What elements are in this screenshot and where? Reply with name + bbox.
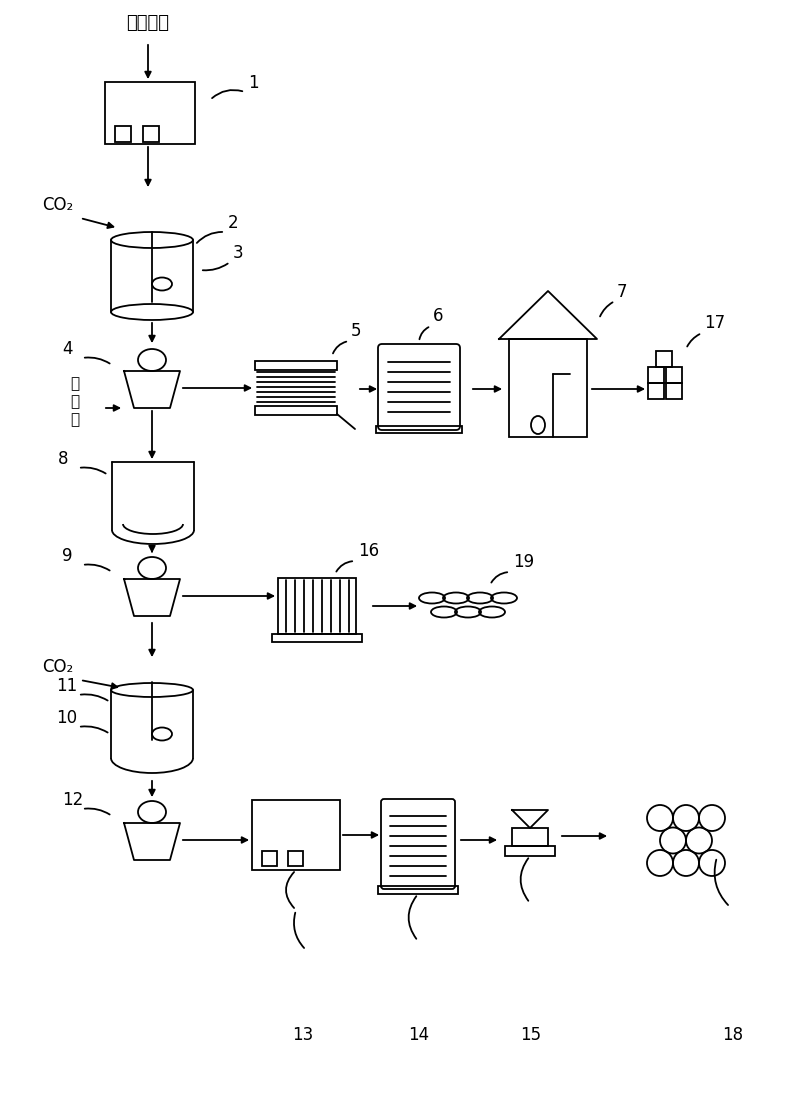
Bar <box>512 828 548 846</box>
Text: 1: 1 <box>248 74 258 92</box>
Text: 15: 15 <box>520 1026 541 1044</box>
Bar <box>666 383 682 399</box>
Bar <box>648 367 664 383</box>
Bar <box>115 126 131 142</box>
Text: 氯: 氯 <box>70 376 79 391</box>
Bar <box>376 426 462 433</box>
Text: 14: 14 <box>408 1026 429 1044</box>
Bar <box>378 886 458 894</box>
Bar <box>255 361 337 371</box>
Bar <box>648 383 664 399</box>
Text: 11: 11 <box>56 677 78 695</box>
Text: 8: 8 <box>58 450 69 468</box>
Text: 10: 10 <box>56 709 77 727</box>
Bar <box>505 846 555 856</box>
Text: CO₂: CO₂ <box>42 196 74 214</box>
Bar <box>288 851 303 866</box>
Bar <box>105 82 195 144</box>
Text: 16: 16 <box>358 542 379 560</box>
Text: 3: 3 <box>233 244 244 262</box>
Text: 7: 7 <box>617 283 627 301</box>
Text: 2: 2 <box>228 214 238 232</box>
Bar <box>262 851 277 866</box>
Text: 12: 12 <box>62 791 83 809</box>
Text: 5: 5 <box>351 322 362 340</box>
Text: CO₂: CO₂ <box>42 658 74 675</box>
Bar <box>255 406 337 415</box>
Bar <box>666 367 682 383</box>
Text: 化: 化 <box>70 393 79 409</box>
Text: 19: 19 <box>513 553 534 571</box>
Bar <box>272 634 362 642</box>
Bar <box>278 578 356 634</box>
Text: 氯碱盐泥: 氯碱盐泥 <box>126 14 170 32</box>
Text: 17: 17 <box>704 314 725 332</box>
Text: 铵: 铵 <box>70 412 79 427</box>
Bar <box>252 800 340 870</box>
Text: 4: 4 <box>62 340 73 359</box>
Bar <box>509 339 587 437</box>
Text: 18: 18 <box>722 1026 743 1044</box>
Bar <box>656 351 672 367</box>
Text: 13: 13 <box>292 1026 314 1044</box>
Text: 6: 6 <box>433 307 443 325</box>
Text: 9: 9 <box>62 546 73 565</box>
Bar <box>143 126 159 142</box>
